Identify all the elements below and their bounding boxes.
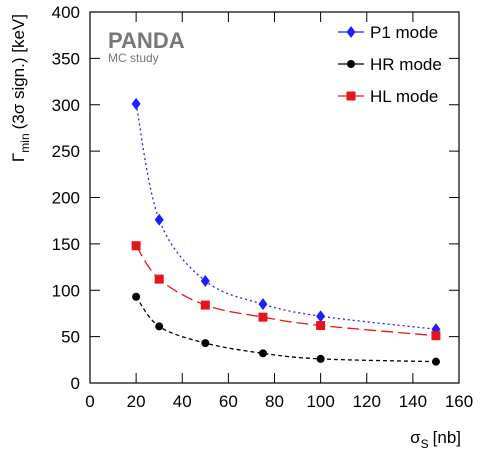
y-tick-label: 100 (52, 281, 80, 300)
legend-label: HR mode (370, 55, 442, 74)
y-tick-label: 200 (52, 189, 80, 208)
x-label-subscript: S (421, 437, 429, 450)
x-tick-label: 40 (173, 392, 192, 411)
y-tick-label: 300 (52, 96, 80, 115)
marker (316, 354, 325, 363)
y-tick-label: 400 (52, 3, 80, 22)
marker (154, 274, 164, 284)
annotation: MC study (108, 51, 159, 65)
y-label-subscript: min (18, 133, 32, 152)
marker (316, 310, 326, 323)
marker (154, 213, 164, 226)
series-line (135, 245, 436, 337)
x-tick-label: 100 (306, 392, 334, 411)
legend-label: P1 mode (370, 23, 438, 42)
marker (131, 241, 141, 251)
y-label-symbol: Γ (9, 153, 28, 162)
x-tick-label: 160 (445, 392, 473, 411)
series-line (135, 296, 436, 363)
x-tick-label: 140 (399, 392, 427, 411)
marker (316, 320, 326, 330)
legend-label: HL mode (370, 87, 438, 106)
marker (431, 357, 440, 366)
x-tick-label: 20 (127, 392, 146, 411)
x-label-text: [nb] (433, 428, 461, 447)
annotation: PANDA (108, 28, 185, 53)
marker (258, 349, 267, 358)
x-tick-label: 0 (85, 392, 94, 411)
y-tick-label: 50 (61, 328, 80, 347)
x-axis-label: σS [nb] (410, 428, 461, 450)
y-tick-label: 250 (52, 142, 80, 161)
series-line (135, 103, 437, 330)
marker (201, 339, 210, 348)
y-tick-label: 0 (71, 374, 80, 393)
marker (155, 322, 164, 331)
y-tick-label: 150 (52, 235, 80, 254)
y-axis-label: Γmin (3σ sign.) [keV] (9, 14, 32, 162)
marker (200, 274, 210, 287)
marker (131, 97, 141, 110)
x-tick-label: 120 (353, 392, 381, 411)
y-label-text: (3σ sign.) [keV] (9, 14, 28, 129)
marker (258, 298, 268, 311)
marker (258, 312, 268, 322)
legend-marker (346, 91, 356, 101)
x-tick-label: 80 (265, 392, 284, 411)
marker (132, 292, 141, 301)
x-label-symbol: σ (410, 428, 421, 447)
legend-marker (347, 60, 355, 68)
legend-marker (346, 26, 356, 38)
marker (200, 300, 210, 310)
y-tick-label: 350 (52, 49, 80, 68)
x-tick-label: 60 (219, 392, 238, 411)
marker (431, 331, 441, 341)
